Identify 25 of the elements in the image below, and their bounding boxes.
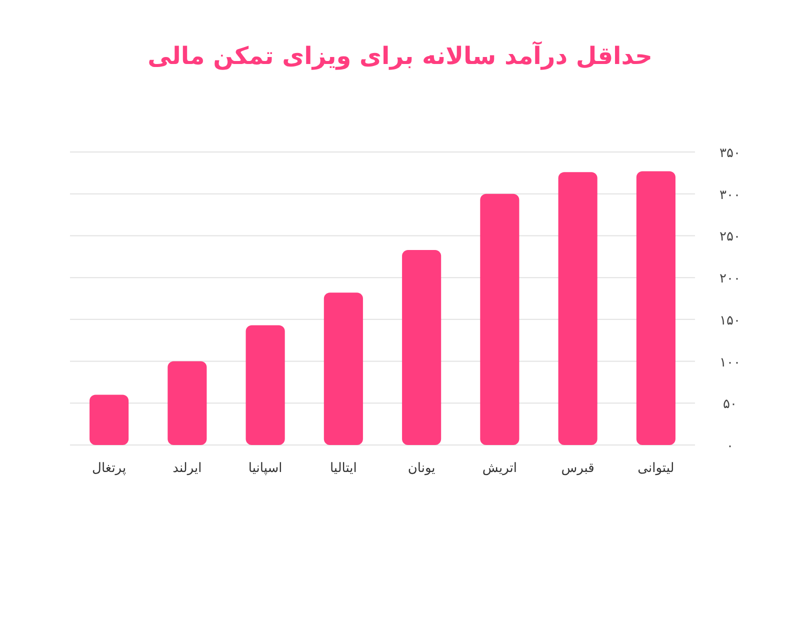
- bar: [246, 325, 285, 445]
- bar: [90, 394, 129, 445]
- y-tick-label: ۱۵۰: [720, 313, 740, 328]
- bar: [636, 171, 676, 445]
- x-tick-label: پرتغال: [92, 461, 126, 476]
- x-tick-label: ایرلند: [172, 461, 202, 476]
- y-tick-label: ۲۰۰: [720, 272, 740, 287]
- bar: [402, 250, 442, 445]
- bar: [324, 292, 363, 445]
- x-tick-label: لیتوانی: [638, 461, 674, 476]
- bar: [558, 172, 598, 445]
- y-tick-label: ۰: [726, 439, 734, 454]
- chart-title: حداقل درآمد سالانه برای ویزای تمکن مالی: [148, 41, 652, 70]
- x-tick-label: ایتالیا: [330, 461, 357, 476]
- y-tick-label: ۲۵۰: [720, 230, 740, 245]
- x-tick-label: اسپانیا: [248, 461, 282, 476]
- y-tick-label: ۱۰۰: [720, 355, 740, 370]
- y-tick-label: ۵۰: [723, 397, 737, 412]
- x-tick-label: قبرس: [561, 461, 594, 476]
- bar: [168, 361, 207, 445]
- y-tick-label: ۳۰۰: [720, 188, 740, 203]
- x-tick-label: یونان: [408, 461, 436, 476]
- bar: [480, 194, 520, 445]
- x-tick-label: اتریش: [482, 461, 517, 476]
- y-tick-label: ۳۵۰: [720, 146, 740, 161]
